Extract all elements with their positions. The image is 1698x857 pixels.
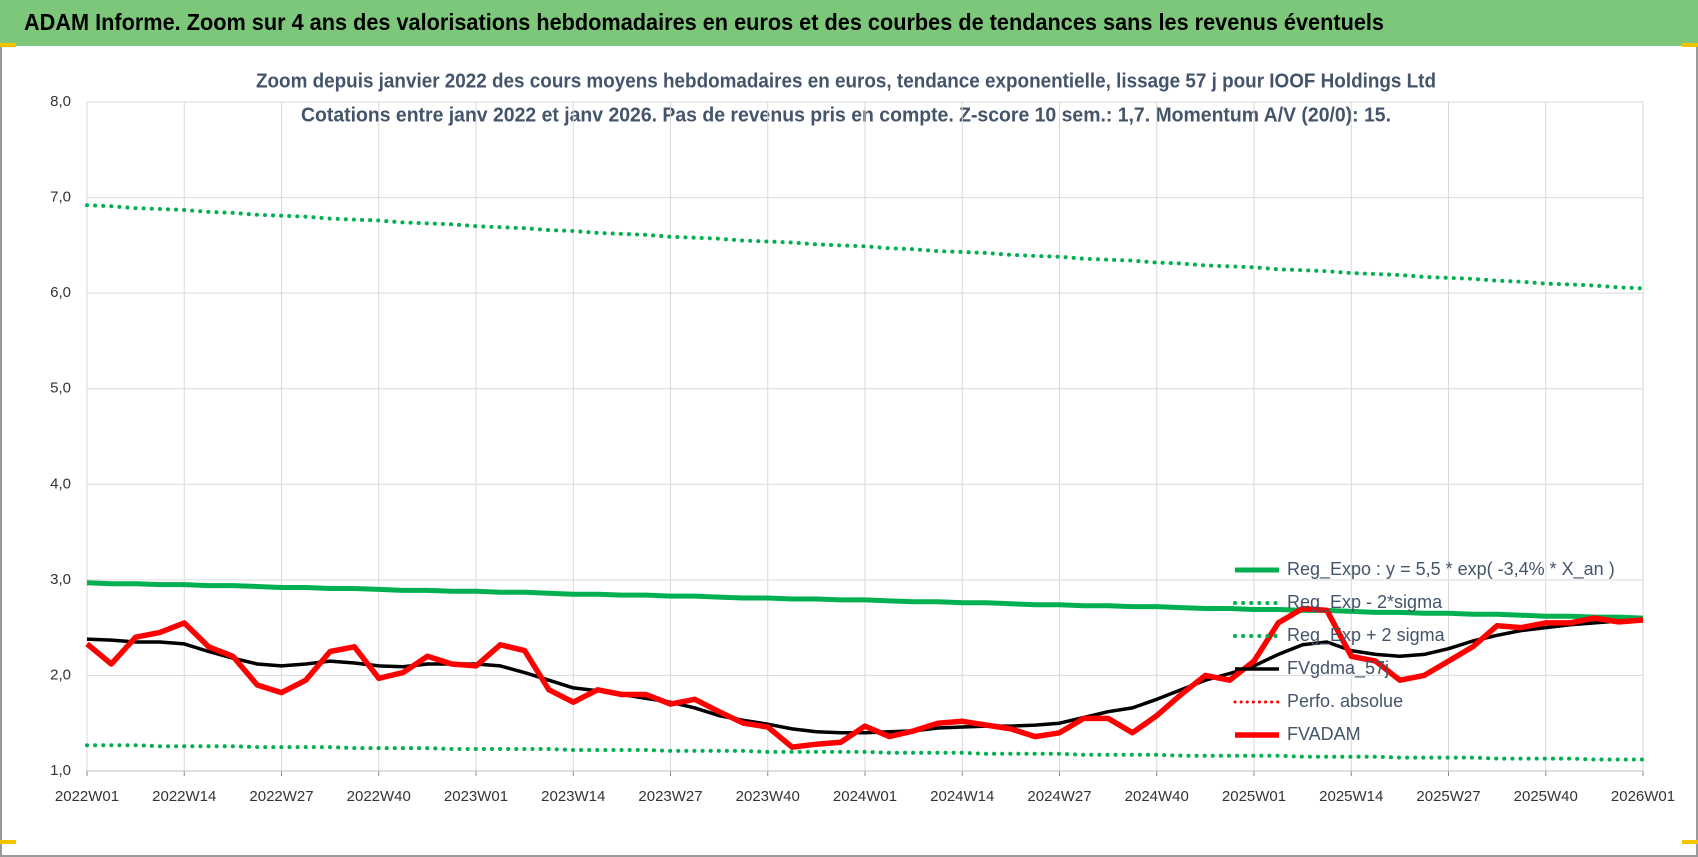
y-tick-label: 5,0 xyxy=(50,380,71,397)
legend-label: Perfo. absolue xyxy=(1287,691,1403,711)
x-tick-label: 2025W27 xyxy=(1416,788,1480,805)
x-tick-label: 2025W01 xyxy=(1222,788,1286,805)
corner-mark xyxy=(1682,840,1698,844)
legend-label: Reg_Exp + 2 sigma xyxy=(1287,625,1446,646)
y-tick-label: 7,0 xyxy=(50,189,71,206)
y-tick-label: 3,0 xyxy=(50,571,71,588)
x-tick-label: 2023W14 xyxy=(541,788,605,805)
y-tick-label: 8,0 xyxy=(50,93,71,110)
series-line xyxy=(86,618,1644,735)
chart-title: ADAM Informe. Zoom sur 4 ans des valoris… xyxy=(24,9,1384,35)
series-line xyxy=(86,580,1644,621)
legend-label: Reg_Expo : y = 5,5 * exp( -3,4% * X_an ) xyxy=(1287,559,1615,580)
corner-mark xyxy=(1682,43,1698,47)
x-tick-label: 2023W40 xyxy=(736,788,800,805)
y-tick-label: 6,0 xyxy=(50,284,71,301)
corner-mark xyxy=(0,43,16,47)
legend-label: FVgdma_57j xyxy=(1287,658,1389,679)
x-tick-label: 2024W27 xyxy=(1027,788,1091,805)
series-line xyxy=(85,743,1645,762)
x-tick-label: 2022W40 xyxy=(347,788,411,805)
x-tick-label: 2023W27 xyxy=(638,788,702,805)
x-tick-label: 2023W01 xyxy=(444,788,508,805)
x-tick-label: 2024W14 xyxy=(930,788,994,805)
chart-subtitle: Cotations entre janv 2022 et janv 2026. … xyxy=(301,104,1391,126)
x-tick-label: 2024W01 xyxy=(833,788,897,805)
header-bar xyxy=(0,0,1698,46)
series-line xyxy=(85,203,1645,291)
x-tick-label: 2022W14 xyxy=(152,788,216,805)
y-tick-label: 1,0 xyxy=(50,762,71,779)
x-tick-label: 2026W01 xyxy=(1611,788,1675,805)
x-tick-label: 2024W40 xyxy=(1125,788,1189,805)
y-tick-label: 2,0 xyxy=(50,666,71,683)
series-line xyxy=(85,605,1644,750)
y-tick-label: 4,0 xyxy=(50,475,71,492)
x-tick-label: 2022W27 xyxy=(249,788,313,805)
corner-mark xyxy=(0,840,16,844)
x-tick-label: 2025W14 xyxy=(1319,788,1383,805)
legend-label: FVADAM xyxy=(1287,724,1361,744)
x-tick-label: 2022W01 xyxy=(55,788,119,805)
x-tick-label: 2025W40 xyxy=(1514,788,1578,805)
chart-subtitle: Zoom depuis janvier 2022 des cours moyen… xyxy=(256,70,1436,92)
legend-label: Reg_Exp - 2*sigma xyxy=(1287,592,1443,613)
